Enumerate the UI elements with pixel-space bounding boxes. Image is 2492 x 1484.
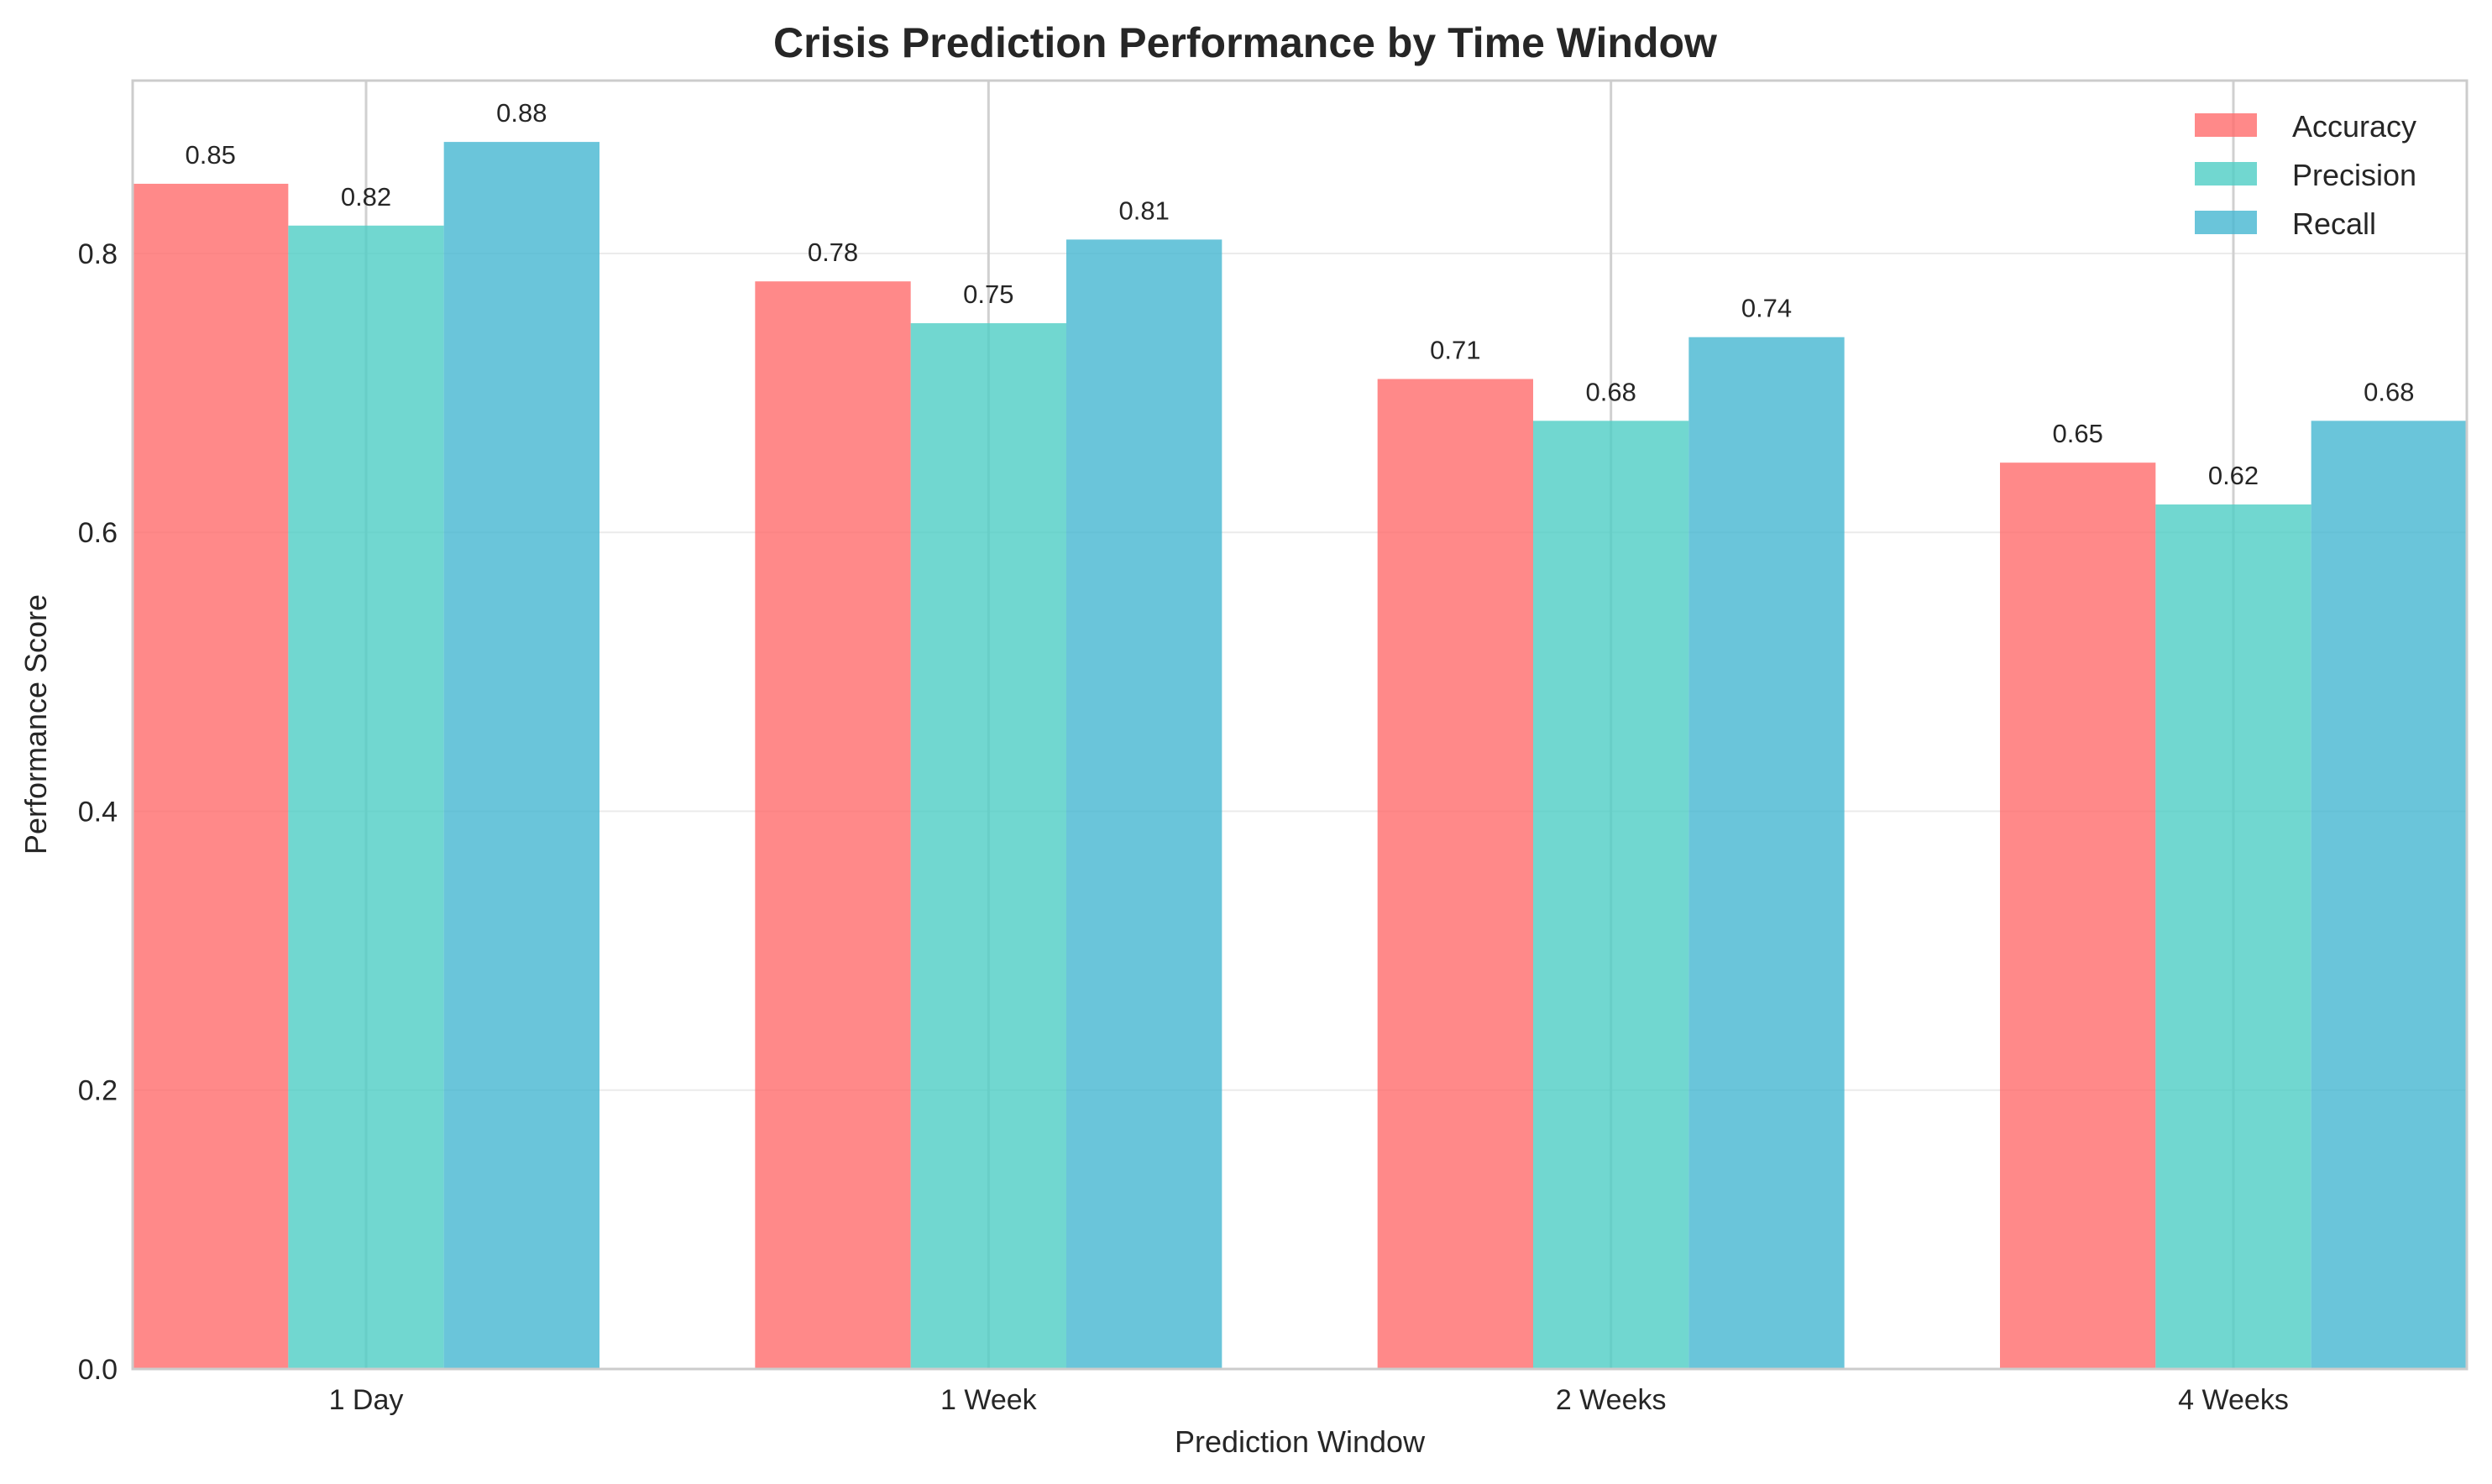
legend-label: Recall: [2292, 206, 2376, 241]
y-tick-label: 0.6: [78, 517, 118, 549]
bar-recall: [1066, 239, 1222, 1370]
x-tick-label: 1 Week: [940, 1384, 1038, 1416]
legend: Accuracy Precision Recall: [2195, 109, 2416, 241]
legend-swatch-accuracy: [2195, 113, 2257, 137]
data-label: 0.85: [185, 140, 235, 170]
y-tick-label: 0.2: [78, 1075, 118, 1107]
bar-precision: [910, 323, 1066, 1369]
bar-accuracy: [133, 183, 289, 1370]
bar-recall: [2311, 421, 2467, 1369]
data-label: 0.71: [1430, 336, 1480, 365]
data-label: 0.78: [808, 238, 858, 267]
bar-recall: [443, 142, 599, 1370]
x-tick-label: 2 Weeks: [1556, 1384, 1667, 1416]
x-tick-label: 1 Day: [329, 1384, 404, 1416]
data-label: 0.75: [963, 280, 1013, 309]
bar-accuracy: [2000, 462, 2156, 1369]
data-label: 0.81: [1118, 196, 1169, 225]
x-tick-label: 4 Weeks: [2178, 1384, 2289, 1416]
data-label: 0.82: [341, 182, 391, 212]
y-tick-label: 0.8: [78, 238, 118, 270]
data-label: 0.68: [1585, 377, 1636, 406]
chart-title: Crisis Prediction Performance by Time Wi…: [773, 19, 1717, 66]
data-label: 0.65: [2052, 419, 2102, 448]
value-labels: 0.85 0.78 0.71 0.65 0.82 0.75 0.68 0.62 0.88 0.81…: [185, 98, 2414, 490]
plot-frame: [131, 79, 2468, 1371]
bar-precision: [2155, 504, 2311, 1369]
bar-precision: [1533, 421, 1689, 1369]
legend-swatch-precision: [2195, 162, 2257, 186]
legend-swatch-recall: [2195, 211, 2257, 234]
bars: [133, 142, 2467, 1370]
y-tick-label: 0.4: [78, 796, 118, 828]
y-tick-label: 0.0: [78, 1354, 118, 1386]
bar-accuracy: [755, 281, 911, 1370]
bar-precision: [288, 225, 444, 1370]
data-label: 0.88: [496, 98, 547, 128]
x-axis-label: Prediction Window: [1175, 1424, 1426, 1459]
bar-accuracy: [1377, 379, 1533, 1369]
axis-ticks: 0.0 0.2 0.4 0.6 0.8 1 Day 1 Week 2 Weeks 4 Weeks: [78, 238, 2289, 1416]
data-label: 0.74: [1741, 294, 1792, 323]
data-label: 0.68: [2364, 377, 2414, 406]
data-label: 0.62: [2208, 461, 2259, 490]
y-axis-label: Performance Score: [18, 594, 53, 854]
legend-label: Accuracy: [2292, 109, 2416, 144]
legend-label: Precision: [2292, 158, 2416, 192]
bar-recall: [1688, 337, 1845, 1369]
